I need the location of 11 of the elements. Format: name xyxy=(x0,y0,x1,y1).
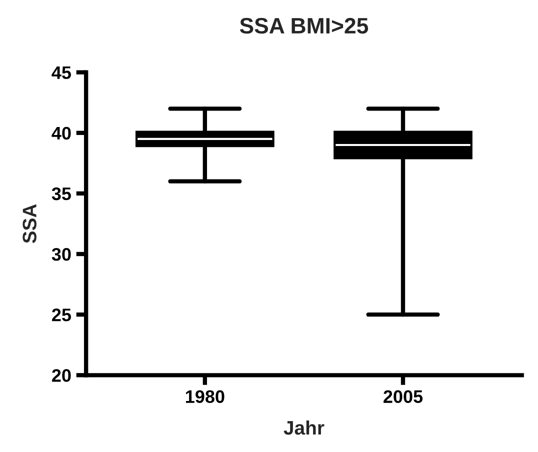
y-tick-label: 45 xyxy=(52,66,71,80)
x-axis-title: Jahr xyxy=(284,420,324,435)
x-tick-label: 2005 xyxy=(384,390,423,404)
y-axis-title: SSA xyxy=(22,204,36,244)
x-tick-label: 1980 xyxy=(186,390,224,404)
y-tick-label: 20 xyxy=(52,369,71,382)
y-tick-label: 35 xyxy=(52,187,71,200)
chart-title: SSA BMI>25 xyxy=(240,18,368,34)
y-tick-label: 30 xyxy=(52,248,71,261)
y-tick-label: 25 xyxy=(52,308,71,322)
y-tick-label: 40 xyxy=(52,126,71,140)
